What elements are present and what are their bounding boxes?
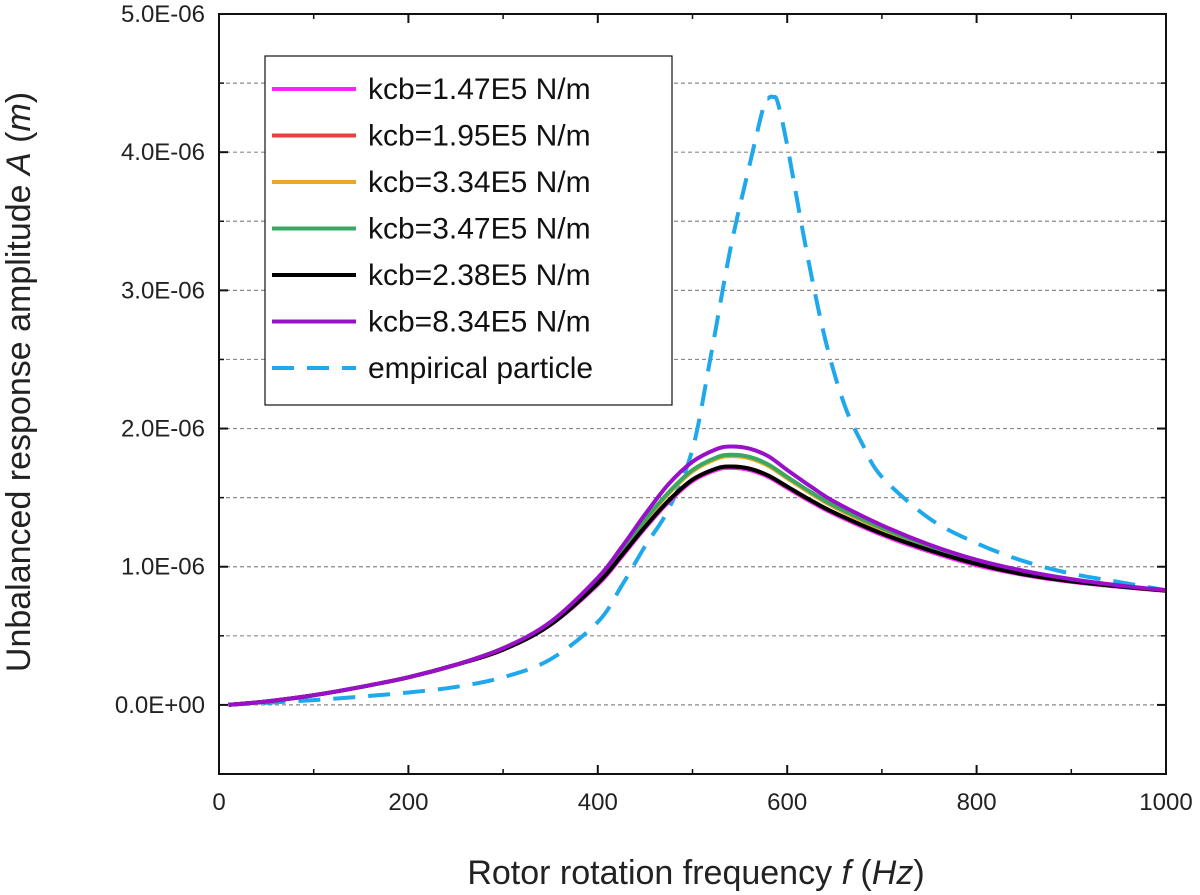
- y-tick-label: 2.0E-06: [121, 416, 205, 443]
- y-axis-title: Unbalanced response amplitude A (m): [0, 92, 38, 672]
- y-tick-label: 3.0E-06: [121, 277, 205, 304]
- legend-label: kcb=2.38E5 N/m: [368, 259, 591, 292]
- series-line-1: [228, 464, 1167, 707]
- legend-label: kcb=1.95E5 N/m: [368, 120, 591, 153]
- legend-label: kcb=8.34E5 N/m: [368, 306, 591, 339]
- x-tick-label: 400: [578, 789, 618, 816]
- legend: kcb=1.47E5 N/m kcb=1.95E5 N/m kcb=3.34E5 N…: [264, 55, 673, 406]
- y-tick-label: 1.0E-06: [121, 554, 205, 581]
- series-line-2: [228, 454, 1167, 707]
- y-tick-label: 5.0E-06: [121, 1, 205, 28]
- series-line-5: [228, 444, 1167, 707]
- legend-label: kcb=3.34E5 N/m: [368, 166, 591, 199]
- x-tick-label: 800: [957, 789, 997, 816]
- x-tick-label: 0: [212, 789, 225, 816]
- series-line-3: [228, 452, 1167, 707]
- legend-label: kcb=1.47E5 N/m: [368, 73, 591, 106]
- legend-label: empirical particle: [368, 352, 593, 385]
- series-layer: [228, 94, 1167, 707]
- x-axis-title: Rotor rotation frequency f (Hz): [467, 854, 924, 892]
- x-tick-label: 200: [388, 789, 428, 816]
- x-tick-label: 1000: [1139, 789, 1192, 816]
- ticks: 0.0E+00 1.0E-06 2.0E-06 3.0E-06 4.0E-06 5.0E-…: [115, 1, 1193, 816]
- series-empirical-particle: [228, 94, 1167, 707]
- x-tick-label: 600: [767, 789, 807, 816]
- legend-label: kcb=3.47E5 N/m: [368, 213, 591, 246]
- y-tick-label: 4.0E-06: [121, 139, 205, 166]
- series-line-4: [228, 464, 1167, 707]
- y-tick-label: 0.0E+00: [115, 692, 205, 719]
- series-line-0: [228, 465, 1167, 707]
